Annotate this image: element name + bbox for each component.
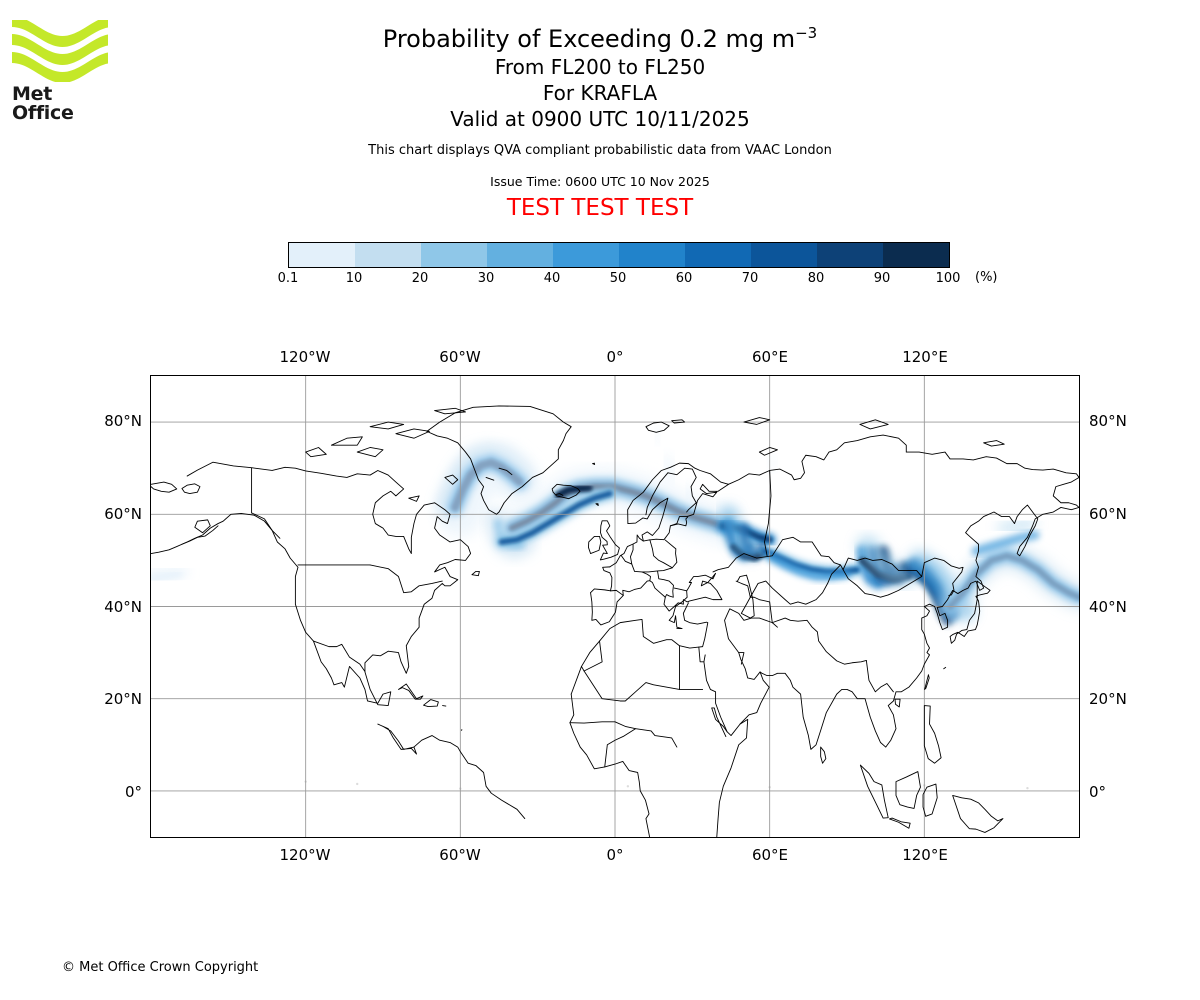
- colorbar-gradient: [288, 242, 950, 268]
- page-title: Probability of Exceeding 0.2 mg m−3: [0, 24, 1200, 54]
- colorbar-segment-5: [619, 243, 685, 267]
- qva-compliance-note: This chart displays QVA compliant probab…: [368, 143, 832, 158]
- title-text: Probability of Exceeding 0.2 mg m: [382, 25, 796, 53]
- flight-level-subtitle: From FL200 to FL250: [494, 55, 706, 79]
- volcano-subtitle: For KRAFLA: [542, 81, 658, 105]
- colorbar-segment-0: [289, 243, 355, 267]
- coastlines: [151, 405, 1079, 837]
- copyright-notice: © Met Office Crown Copyright: [62, 960, 259, 975]
- lat-label-right-2: 40°N: [1089, 597, 1127, 616]
- valid-time-subtitle: Valid at 0900 UTC 10/11/2025: [450, 107, 750, 131]
- colorbar-tick-20: 20: [411, 271, 429, 286]
- lat-label-right-0: 80°N: [1089, 412, 1127, 431]
- met-office-logo-text: Met Office: [12, 83, 74, 124]
- world-map-plot: [150, 375, 1080, 838]
- probability-colorbar: 0.1 10 20 30 40 50 60 70 80 90 100: [278, 242, 961, 290]
- lat-label-left-3: 20°N: [104, 690, 142, 709]
- colorbar-segment-6: [685, 243, 751, 267]
- lat-label-left-1: 60°N: [104, 504, 142, 523]
- lon-label-top-0: 120°W: [279, 348, 331, 366]
- lon-label-top-4: 120°E: [902, 348, 948, 366]
- lat-label-left-2: 40°N: [104, 597, 142, 616]
- colorbar-segment-3: [487, 243, 553, 267]
- issue-time: Issue Time: 0600 UTC 10 Nov 2025: [490, 174, 710, 189]
- colorbar-units-label: (%): [975, 270, 998, 285]
- colorbar-tick-90: 90: [873, 271, 891, 286]
- lon-label-bottom-0: 120°W: [279, 846, 331, 864]
- colorbar-segment-2: [421, 243, 487, 267]
- colorbar-segment-7: [751, 243, 817, 267]
- colorbar-tick-30: 30: [477, 271, 495, 286]
- lon-label-bottom-3: 60°E: [751, 846, 789, 864]
- colorbar-segment-4: [553, 243, 619, 267]
- lat-label-right-3: 20°N: [1089, 690, 1127, 709]
- colorbar-tick-0.1: 0.1: [277, 271, 299, 286]
- test-banner: TEST TEST TEST: [506, 195, 694, 221]
- colorbar-segment-8: [817, 243, 883, 267]
- lat-label-right-1: 60°N: [1089, 504, 1127, 523]
- lon-label-top-1: 60°W: [439, 348, 481, 366]
- met-office-wave-mark: [12, 20, 108, 82]
- colorbar-tick-labels: 0.1 10 20 30 40 50 60 70 80 90 100: [278, 270, 961, 290]
- lon-label-top-2: 0°: [606, 348, 624, 366]
- colorbar-segment-9: [883, 243, 949, 267]
- lat-label-right-4: 0°: [1089, 782, 1107, 801]
- lat-label-left-4: 0°: [124, 782, 142, 801]
- colorbar-tick-70: 70: [741, 271, 759, 286]
- colorbar-tick-40: 40: [543, 271, 561, 286]
- colorbar-tick-100: 100: [935, 271, 961, 286]
- colorbar-tick-50: 50: [609, 271, 627, 286]
- met-office-logo: Met Office: [12, 20, 112, 123]
- colorbar-tick-80: 80: [807, 271, 825, 286]
- title-exponent: −3: [795, 24, 818, 42]
- colorbar-tick-60: 60: [675, 271, 693, 286]
- lon-label-bottom-1: 60°W: [439, 846, 481, 864]
- colorbar-segment-1: [355, 243, 421, 267]
- lon-label-bottom-4: 120°E: [902, 846, 948, 864]
- chart-header: Probability of Exceeding 0.2 mg m−3 From…: [0, 24, 1200, 222]
- colorbar-tick-10: 10: [345, 271, 363, 286]
- lat-label-left-0: 80°N: [104, 412, 142, 431]
- lon-label-bottom-2: 0°: [606, 846, 624, 864]
- lon-label-top-3: 60°E: [751, 348, 789, 366]
